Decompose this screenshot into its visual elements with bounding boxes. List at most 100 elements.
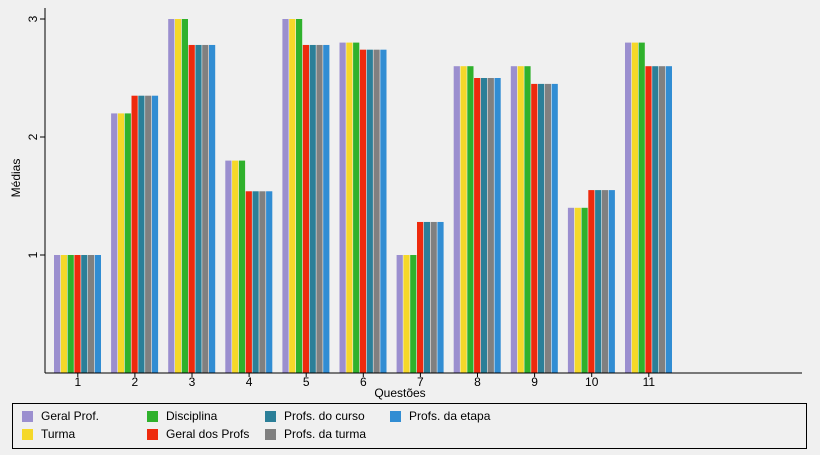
- bar-q7-s5: [423, 221, 430, 373]
- bar-q4-s6: [259, 191, 266, 373]
- x-tick-label: 2: [132, 375, 139, 389]
- bar-q3-s2: [175, 19, 182, 373]
- bar-q6-s6: [373, 49, 380, 374]
- x-ticks-group: 1 2 3 4 5 6 7 8 9 10 11: [74, 373, 655, 389]
- bar-q10-s7: [608, 190, 615, 373]
- bar-q9-s2: [517, 66, 524, 373]
- bar-q8-s7: [494, 78, 501, 373]
- bar-q5-s5: [309, 44, 316, 374]
- bar-q6-s5: [366, 49, 373, 374]
- bar-q4-s1: [225, 160, 232, 373]
- legend-label: Turma: [41, 427, 76, 441]
- bar-q10-s3: [581, 207, 588, 373]
- legend-label: Profs. da turma: [284, 427, 367, 441]
- legend: Geral Prof. Turma Disciplina Geral dos Prof…: [12, 403, 807, 449]
- bar-q7-s3: [410, 255, 417, 373]
- x-tick-label: 6: [360, 375, 367, 389]
- legend-swatch: [265, 410, 276, 422]
- axes-group: [44, 8, 802, 374]
- bar-q4-s3: [238, 160, 246, 373]
- bar-q6-s3: [353, 42, 360, 373]
- x-tick-label: 5: [303, 375, 310, 389]
- bar-q9-s4: [531, 83, 538, 374]
- legend-item: Profs. da turma: [265, 427, 366, 441]
- bar-q8-s5: [480, 78, 488, 373]
- legend-item: Geral dos Profs: [147, 427, 249, 441]
- bar-q1-s2: [60, 255, 67, 373]
- legend-label: Profs. da etapa: [409, 409, 491, 423]
- bar-q11-s6: [659, 66, 666, 373]
- bar-q9-s7: [551, 83, 558, 374]
- bar-q7-s7: [437, 221, 444, 373]
- bar-q3-s5: [195, 44, 202, 374]
- legend-item: Profs. do curso: [265, 409, 365, 423]
- legend-label: Geral Prof.: [41, 409, 100, 423]
- legend-label: Profs. do curso: [284, 409, 365, 423]
- bar-q2-s6: [145, 95, 152, 373]
- bar-q2-s2: [117, 113, 125, 374]
- bar-q1-s6: [88, 255, 95, 373]
- bar-q2-s7: [151, 95, 159, 373]
- bar-q7-s1: [396, 255, 403, 373]
- bar-q9-s1: [510, 66, 517, 373]
- bar-q7-s6: [430, 221, 437, 373]
- legend-item: Geral Prof.: [22, 409, 99, 423]
- x-tick-label: 8: [474, 375, 481, 389]
- x-tick-label: 11: [643, 375, 656, 389]
- y-tick-label: 2: [26, 133, 40, 140]
- bar-q6-s2: [346, 42, 353, 373]
- bar-q11-s1: [625, 42, 632, 373]
- bar-q4-s7: [266, 191, 273, 373]
- bar-q8-s4: [474, 78, 481, 373]
- bar-q2-s1: [111, 113, 118, 374]
- bar-q8-s1: [453, 66, 460, 373]
- legend-swatch: [147, 428, 158, 440]
- bar-q11-s3: [638, 42, 645, 373]
- bar-q10-s5: [595, 190, 602, 373]
- bar-q4-s5: [252, 191, 259, 373]
- bar-q3-s3: [181, 19, 188, 373]
- bar-q11-s2: [631, 42, 638, 373]
- y-tick-label: 1: [26, 251, 40, 258]
- bar-q1-s1: [54, 255, 61, 373]
- y-ticks-group: 1 2 3: [26, 15, 45, 258]
- chart-area: 1 2 3 1 2 3 4 5 6 7 8 9 10 11 Médias Questões: [9, 8, 802, 400]
- bar-q9-s5: [538, 83, 545, 374]
- bar-q3-s4: [188, 44, 195, 374]
- bar-q11-s5: [652, 66, 659, 373]
- bar-q8-s3: [467, 66, 474, 373]
- legend-swatch: [22, 410, 33, 422]
- bar-q6-s4: [359, 49, 367, 374]
- bar-q5-s3: [296, 19, 303, 373]
- bar-q1-s4: [74, 255, 81, 373]
- y-tick-label: 3: [26, 15, 40, 22]
- x-axis-label: Questões: [374, 386, 425, 400]
- bar-q10-s1: [567, 207, 575, 373]
- bar-q7-s4: [417, 221, 424, 373]
- bar-q8-s6: [487, 78, 494, 373]
- x-tick-label: 10: [585, 375, 599, 389]
- bar-q11-s7: [665, 66, 672, 373]
- bar-q1-s3: [67, 255, 74, 373]
- legend-item: Profs. da etapa: [390, 409, 490, 423]
- legend-label: Disciplina: [166, 409, 218, 423]
- bar-q5-s1: [282, 19, 289, 373]
- bar-chart: 1 2 3 1 2 3 4 5 6 7 8 9 10 11 Médias Questões: [9, 8, 802, 400]
- bar-q3-s1: [168, 19, 175, 373]
- bar-q5-s7: [323, 44, 330, 374]
- bar-q5-s4: [302, 44, 309, 374]
- bar-q10-s4: [588, 190, 595, 373]
- x-tick-label: 4: [246, 375, 253, 389]
- bar-q6-s1: [339, 42, 346, 373]
- bar-q4-s4: [245, 191, 252, 373]
- bar-q8-s2: [460, 66, 467, 373]
- y-axis-label: Médias: [9, 159, 23, 198]
- bar-q2-s5: [138, 95, 145, 373]
- legend-item: Disciplina: [147, 409, 217, 423]
- bar-q5-s6: [316, 44, 323, 374]
- bar-q1-s5: [81, 255, 88, 373]
- bar-q9-s6: [544, 83, 551, 374]
- bar-q10-s6: [601, 190, 609, 373]
- bar-q7-s2: [403, 255, 410, 373]
- bar-q5-s2: [289, 19, 296, 373]
